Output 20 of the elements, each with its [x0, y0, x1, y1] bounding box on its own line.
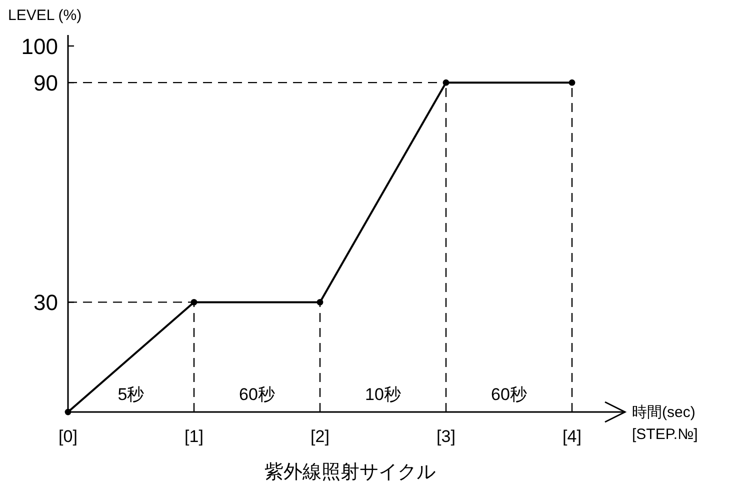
x-tick-label: [2]	[310, 427, 330, 446]
x-axis-title: 時間(sec) [STEP.№]	[632, 404, 698, 443]
y-tick-label: 90	[34, 70, 58, 96]
annotation: 60秒	[491, 385, 527, 404]
text: 紫外線照射サイクル	[264, 462, 436, 483]
x-tick-label: [0]	[58, 427, 78, 446]
x-tick-label: [1]	[184, 427, 204, 446]
point	[316, 298, 324, 306]
annotation: 10秒	[365, 385, 401, 404]
x-tick-label: [4]	[562, 427, 582, 446]
annotation: 60秒	[239, 385, 275, 404]
y-axis-title: LEVEL (%)	[8, 7, 82, 24]
point	[442, 79, 450, 86]
point	[190, 298, 198, 306]
annotation: 5秒	[118, 385, 144, 404]
y-tick-label: 100	[21, 34, 58, 59]
x-tick-label: [3]	[436, 427, 456, 446]
point	[568, 79, 576, 86]
y-tick-label: 30	[34, 290, 58, 316]
point	[64, 408, 72, 416]
